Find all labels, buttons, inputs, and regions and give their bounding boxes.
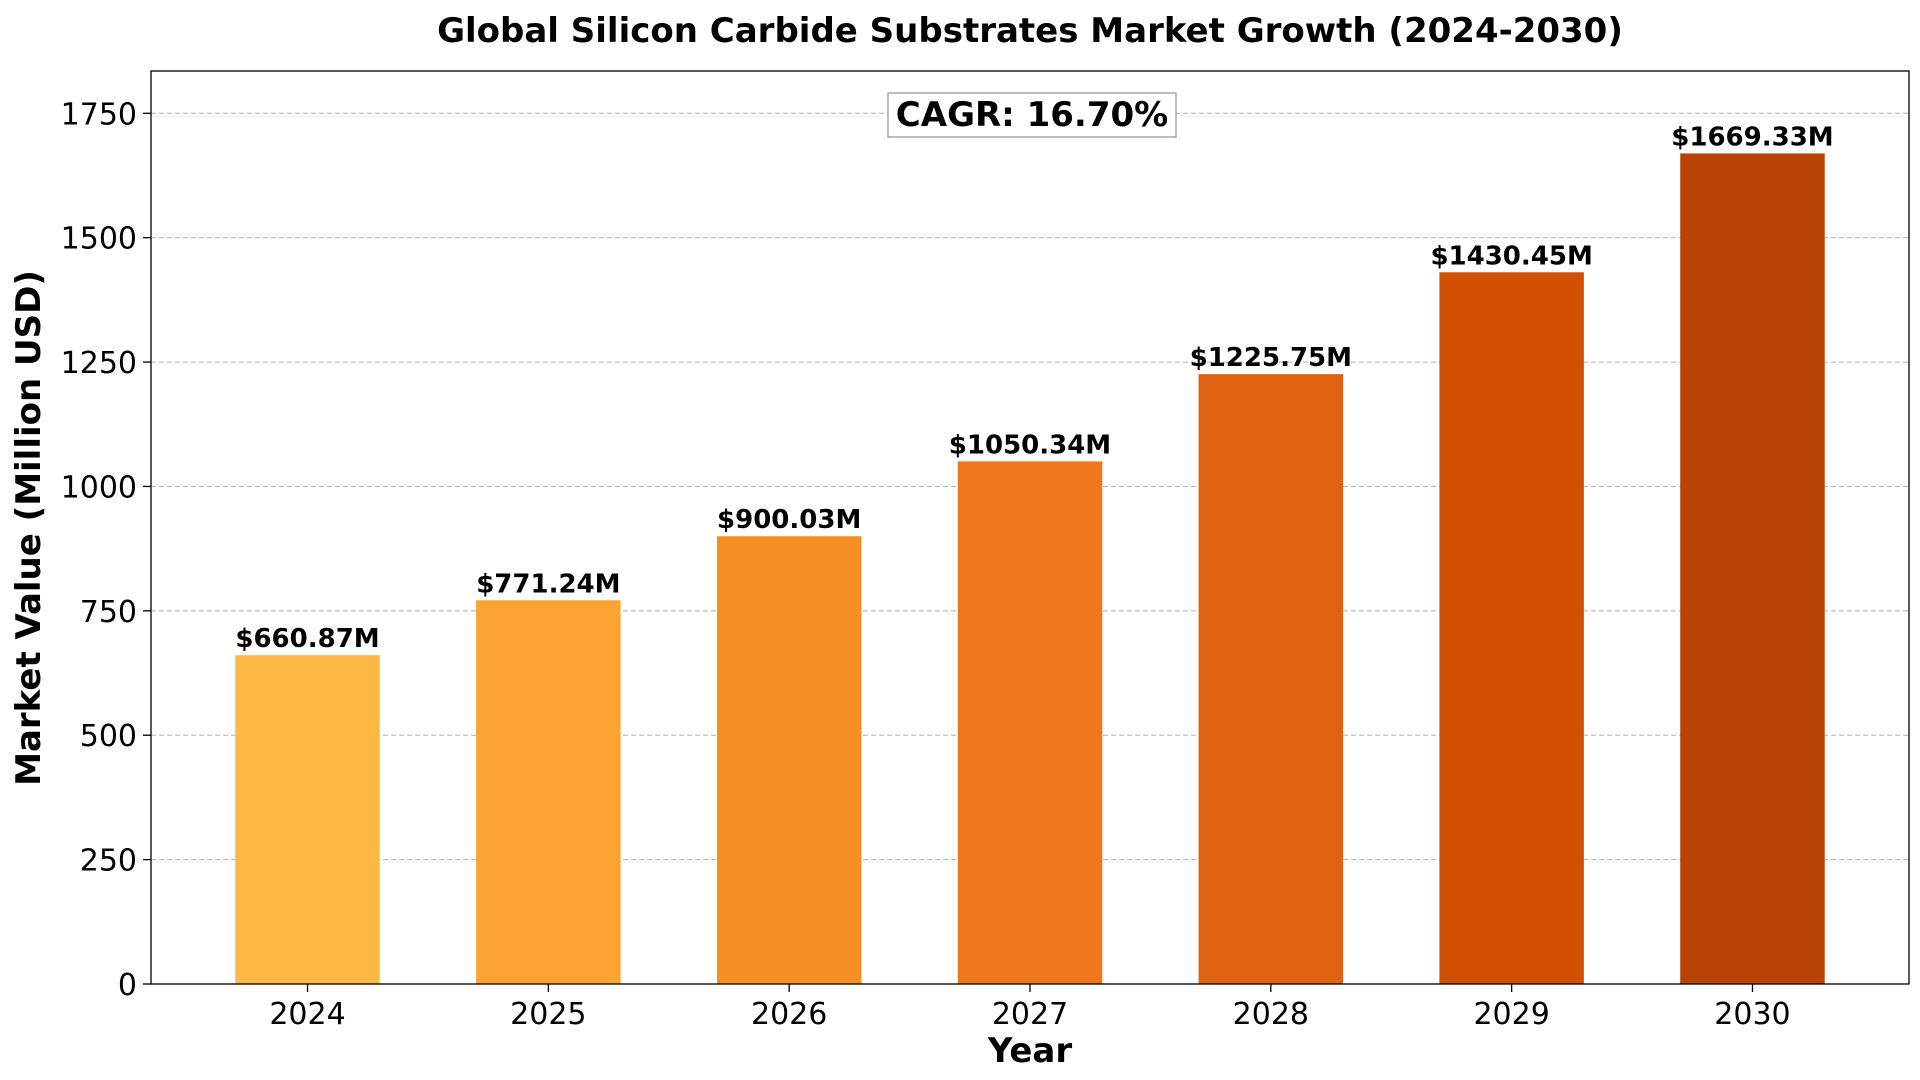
x-axis-label: Year [987,1031,1073,1071]
bar-2028 [1198,374,1344,984]
y-tick-label-1000: 1000 [61,470,137,505]
bar-2027 [957,461,1103,984]
x-tick-label-2026: 2026 [751,997,827,1032]
cagr-annotation: CAGR: 16.70% [887,92,1177,138]
cagr-text: CAGR: 16.70% [896,95,1168,135]
value-label-2028: $1225.75M [1190,343,1352,373]
bar-2030 [1680,153,1825,985]
value-label-2029: $1430.45M [1430,241,1592,271]
value-labels: $660.87M $771.24M $900.03M $1050.34M $1225.7… [235,122,1833,654]
x-axis-ticks: 2024 2025 2026 2027 2028 2029 2030 [269,984,1791,1032]
y-axis-ticks: 0 250 500 750 1000 1250 1500 1750 [61,97,151,1003]
y-tick-label-500: 500 [80,719,137,754]
x-tick-label-2030: 2030 [1714,997,1790,1032]
y-axis-label: Market Value (Million USD) [9,270,49,786]
y-tick-label-1750: 1750 [61,97,137,132]
x-tick-label-2028: 2028 [1233,997,1309,1032]
y-tick-label-0: 0 [118,968,137,1003]
y-tick-label-1500: 1500 [61,222,137,257]
bar-2029 [1439,272,1584,984]
cagr-box [887,92,1177,138]
bar-2025 [476,600,621,984]
y-tick-label-750: 750 [80,595,137,630]
bar-2026 [716,536,862,984]
value-label-2024: $660.87M [235,624,379,654]
y-tick-label-250: 250 [80,844,137,879]
x-tick-label-2025: 2025 [510,997,586,1032]
x-tick-label-2027: 2027 [992,997,1068,1032]
x-tick-label-2024: 2024 [269,997,345,1032]
bar-2024 [235,655,380,984]
y-gridlines [151,112,1909,861]
value-label-2027: $1050.34M [949,430,1111,460]
chart-title: Global Silicon Carbide Substrates Market… [437,11,1623,51]
value-label-2030: $1669.33M [1671,122,1833,152]
value-label-2026: $900.03M [717,505,861,535]
value-label-2025: $771.24M [476,569,620,599]
x-tick-label-2029: 2029 [1473,997,1549,1032]
y-tick-label-1250: 1250 [61,346,137,381]
bars [235,153,1825,985]
